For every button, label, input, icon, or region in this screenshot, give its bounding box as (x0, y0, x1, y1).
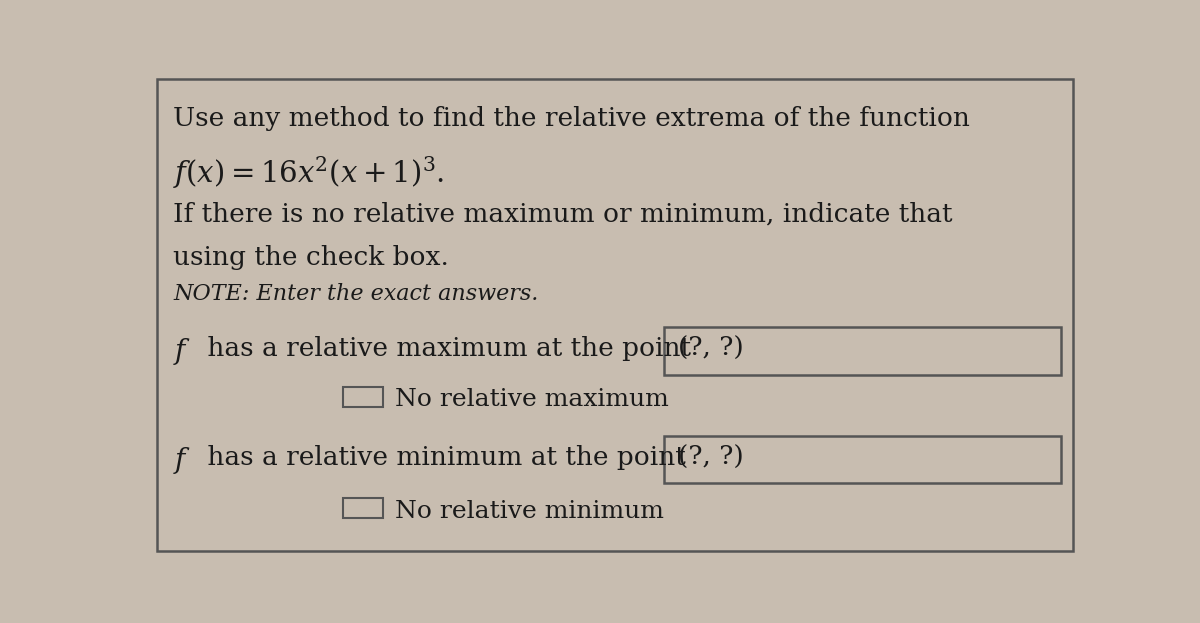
Text: $f(x) = 16x^{2}(x + 1)^{3}.$: $f(x) = 16x^{2}(x + 1)^{3}.$ (173, 154, 445, 191)
FancyBboxPatch shape (157, 78, 1073, 551)
Text: $f$: $f$ (173, 336, 191, 367)
FancyBboxPatch shape (665, 326, 1062, 374)
Text: has a relative maximum at the point: has a relative maximum at the point (199, 336, 691, 361)
Text: NOTE: Enter the exact answers.: NOTE: Enter the exact answers. (173, 283, 539, 305)
Text: $f$: $f$ (173, 445, 191, 476)
FancyBboxPatch shape (665, 435, 1062, 483)
Text: (?, ?): (?, ?) (678, 336, 744, 361)
Text: has a relative minimum at the point: has a relative minimum at the point (199, 445, 686, 470)
Text: (?, ?): (?, ?) (678, 445, 744, 470)
FancyBboxPatch shape (343, 386, 383, 407)
Text: If there is no relative maximum or minimum, indicate that: If there is no relative maximum or minim… (173, 202, 953, 227)
Text: No relative maximum: No relative maximum (395, 389, 668, 411)
FancyBboxPatch shape (343, 498, 383, 518)
Text: No relative minimum: No relative minimum (395, 500, 664, 523)
Text: using the check box.: using the check box. (173, 245, 449, 270)
Text: Use any method to find the relative extrema of the function: Use any method to find the relative extr… (173, 106, 970, 131)
